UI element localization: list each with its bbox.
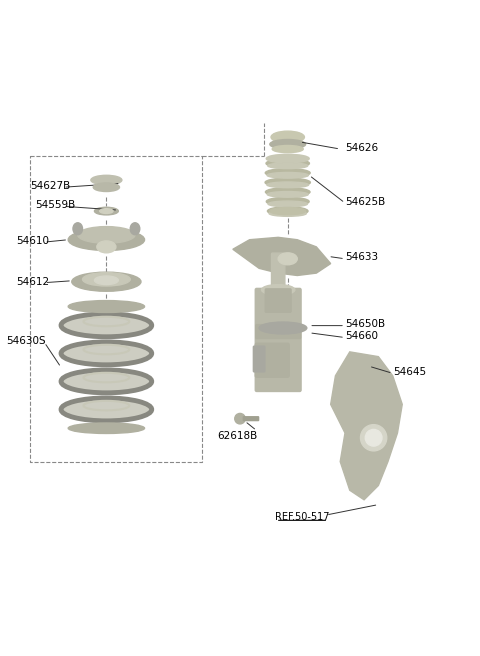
Ellipse shape [266,154,309,163]
FancyBboxPatch shape [265,289,291,312]
Ellipse shape [268,163,308,169]
FancyBboxPatch shape [243,417,259,420]
Ellipse shape [61,370,152,393]
Ellipse shape [267,173,308,178]
Text: 54625B: 54625B [345,197,385,207]
Text: 54633: 54633 [345,253,378,262]
Ellipse shape [262,285,295,295]
Ellipse shape [95,276,118,285]
Ellipse shape [266,197,309,206]
FancyBboxPatch shape [272,253,285,293]
Text: 54627B: 54627B [30,181,70,191]
FancyBboxPatch shape [255,343,289,377]
Ellipse shape [91,175,122,185]
Ellipse shape [61,398,152,421]
Ellipse shape [271,131,304,143]
Ellipse shape [130,223,140,235]
Ellipse shape [68,229,144,251]
Ellipse shape [100,209,113,213]
Ellipse shape [268,201,307,207]
Polygon shape [331,352,402,500]
Ellipse shape [270,140,306,149]
Text: 54650B: 54650B [345,319,385,329]
Ellipse shape [73,223,83,235]
Ellipse shape [78,226,135,243]
Ellipse shape [61,342,152,365]
Ellipse shape [61,314,152,337]
Polygon shape [233,237,331,276]
Text: 54626: 54626 [345,142,378,153]
Ellipse shape [95,207,118,215]
FancyBboxPatch shape [255,289,301,392]
Ellipse shape [267,182,309,188]
Ellipse shape [365,430,382,446]
Ellipse shape [93,183,120,192]
Ellipse shape [360,424,387,451]
Ellipse shape [265,169,310,177]
Text: 54645: 54645 [393,367,426,377]
Ellipse shape [97,241,116,253]
Text: 54660: 54660 [345,331,378,340]
Text: 54612: 54612 [16,277,49,287]
Ellipse shape [72,272,141,291]
Ellipse shape [68,300,144,312]
Ellipse shape [83,273,130,286]
Ellipse shape [265,178,311,187]
Text: REF.50-517: REF.50-517 [275,512,329,522]
Text: 54630S: 54630S [6,337,46,346]
Ellipse shape [266,159,310,168]
FancyBboxPatch shape [256,325,300,338]
Ellipse shape [259,322,307,334]
Ellipse shape [267,207,308,215]
Ellipse shape [278,253,297,265]
Text: 62618B: 62618B [217,431,258,441]
Ellipse shape [270,207,306,215]
Ellipse shape [68,423,144,434]
Text: 54610: 54610 [16,236,48,246]
Text: 54559B: 54559B [35,200,75,211]
Ellipse shape [235,413,245,424]
Ellipse shape [267,192,308,197]
FancyBboxPatch shape [253,346,265,372]
Ellipse shape [265,188,310,196]
Ellipse shape [272,146,303,153]
Ellipse shape [269,211,306,216]
